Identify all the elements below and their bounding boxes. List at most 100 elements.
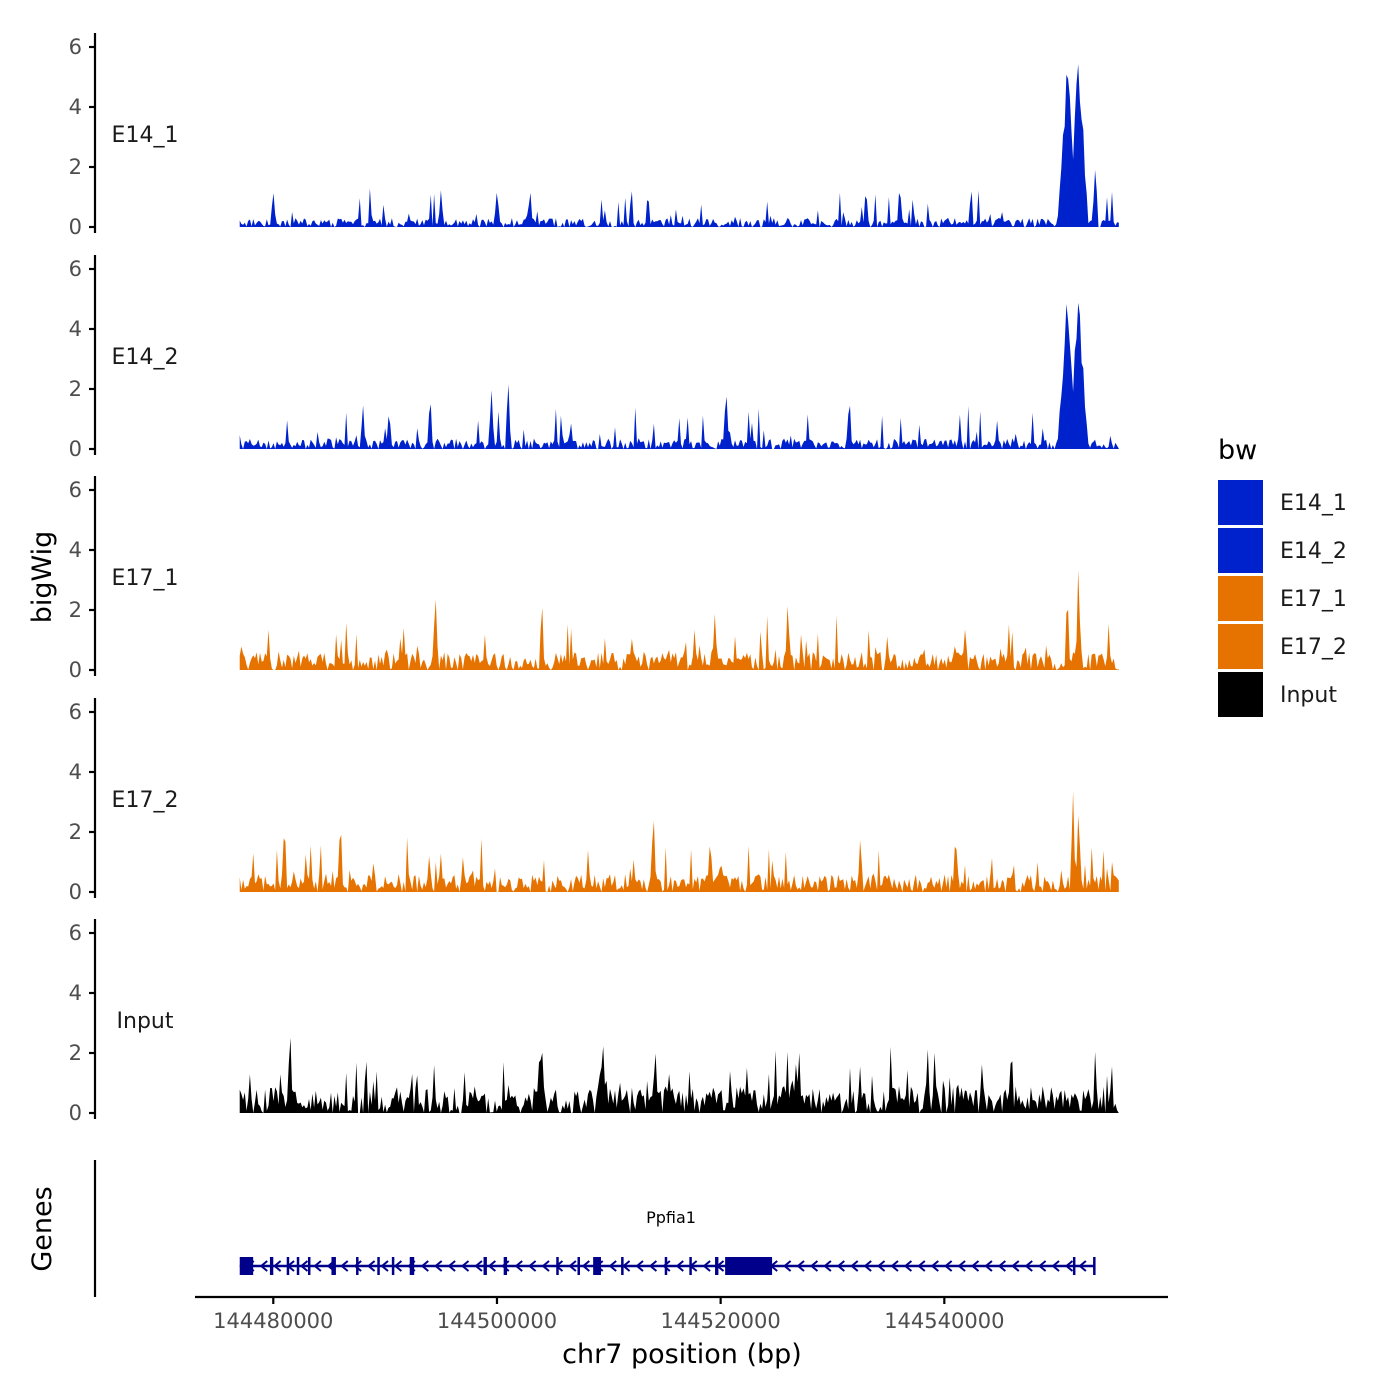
strand-arrow: [1064, 1260, 1074, 1272]
strand-arrow: [917, 1260, 926, 1272]
y-tick-label: 6: [69, 700, 82, 724]
strand-arrow: [380, 1260, 389, 1272]
exon: [356, 1257, 359, 1275]
strand-arrow: [635, 1260, 644, 1272]
y-tick-label: 6: [69, 35, 82, 59]
x-tick-label: 144540000: [884, 1309, 1004, 1333]
legend-label: Input: [1280, 683, 1337, 708]
track-label: E17_1: [112, 566, 179, 591]
x-tick-label: 144500000: [437, 1309, 557, 1333]
strand-arrow: [702, 1260, 711, 1272]
strand-arrow: [930, 1260, 939, 1272]
y-axis-title: bigWig: [27, 531, 58, 624]
legend-label: E17_2: [1280, 635, 1347, 660]
x-tick-label: 144520000: [661, 1309, 781, 1333]
y-tick-label: 6: [69, 257, 82, 281]
strand-arrow: [783, 1260, 792, 1272]
y-tick-label: 4: [69, 538, 82, 562]
exon: [269, 1257, 274, 1275]
exon: [307, 1257, 311, 1275]
exon: [1072, 1257, 1076, 1275]
strand-arrow: [1078, 1260, 1087, 1272]
legend-label: E14_2: [1280, 539, 1347, 564]
y-tick-label: 0: [69, 437, 82, 461]
track-E14_2: 0 2 4 6 E14_2: [69, 255, 1119, 461]
exon: [391, 1257, 395, 1275]
strand-arrow: [434, 1260, 443, 1272]
y-tick-label: 2: [69, 1041, 82, 1065]
y-tick-label: 2: [69, 598, 82, 622]
strand-arrow: [877, 1260, 886, 1272]
strand-arrow: [984, 1260, 993, 1272]
strand-arrow: [1024, 1260, 1033, 1272]
y-tick-label: 6: [69, 478, 82, 502]
y-tick-label: 4: [69, 95, 82, 119]
y-tick-label: 2: [69, 377, 82, 401]
strand-arrow: [541, 1260, 550, 1272]
y-tick-label: 4: [69, 981, 82, 1005]
gene-name-label: Ppfia1: [646, 1208, 696, 1227]
legend-swatch-Input: [1218, 672, 1263, 717]
strand-arrow: [313, 1260, 322, 1272]
strand-arrow: [675, 1260, 684, 1272]
strand-arrow: [568, 1260, 577, 1272]
exon: [725, 1257, 773, 1275]
exon: [689, 1257, 692, 1275]
exon: [664, 1257, 668, 1275]
strand-arrow: [836, 1260, 845, 1272]
strand-arrow: [1011, 1260, 1020, 1272]
legend-label: E14_1: [1280, 491, 1347, 516]
legend-swatch-E14_1: [1218, 480, 1263, 525]
strand-arrow: [367, 1260, 376, 1272]
y-tick-label: 4: [69, 317, 82, 341]
strand-arrow: [997, 1260, 1007, 1272]
signal-area-E14_2: [239, 302, 1119, 449]
strand-arrow: [420, 1260, 429, 1272]
signal-area-E14_1: [239, 64, 1119, 227]
strand-arrow: [796, 1260, 805, 1272]
y-tick-label: 6: [69, 921, 82, 945]
signal-area-E17_1: [239, 569, 1119, 670]
y-tick-label: 0: [69, 658, 82, 682]
strand-arrow: [890, 1260, 899, 1272]
strand-arrow: [581, 1260, 590, 1272]
exon: [409, 1257, 415, 1275]
strand-arrow: [460, 1260, 470, 1272]
exon: [483, 1257, 487, 1275]
strand-arrow: [662, 1260, 671, 1272]
track-label: E14_2: [112, 345, 179, 370]
track-label: E14_1: [112, 123, 179, 148]
strand-arrow: [447, 1260, 456, 1272]
y-tick-label: 0: [69, 215, 82, 239]
legend-swatch-E17_2: [1218, 624, 1263, 669]
strand-arrow: [393, 1260, 403, 1272]
strand-arrow: [970, 1260, 980, 1272]
exon: [1093, 1257, 1096, 1275]
exon: [331, 1257, 336, 1275]
y-tick-label: 4: [69, 760, 82, 784]
track-E17_1: 0 2 4 6 E17_1: [69, 476, 1119, 682]
signal-area-E17_2: [239, 791, 1119, 892]
strand-arrow: [487, 1260, 497, 1272]
strand-arrow: [353, 1260, 362, 1272]
track-Input: 0 2 4 6 Input: [69, 919, 1119, 1125]
strand-arrow: [903, 1260, 913, 1272]
strand-arrow: [514, 1260, 523, 1272]
strand-arrow: [648, 1260, 658, 1272]
legend-title: bw: [1218, 435, 1257, 466]
signal-area-Input: [239, 1037, 1119, 1113]
strand-arrow: [1038, 1260, 1047, 1272]
exon: [286, 1257, 290, 1275]
track-E14_1: 0 2 4 6 E14_1: [69, 33, 1119, 239]
strand-arrow: [1051, 1260, 1060, 1272]
exon: [556, 1257, 559, 1275]
legend-swatch-E14_2: [1218, 528, 1263, 573]
strand-arrow: [863, 1260, 872, 1272]
y-tick-label: 2: [69, 155, 82, 179]
strand-arrow: [957, 1260, 966, 1272]
y-tick-label: 0: [69, 880, 82, 904]
strand-arrow: [823, 1260, 832, 1272]
strand-arrow: [809, 1260, 819, 1272]
legend-swatch-E17_1: [1218, 576, 1263, 621]
